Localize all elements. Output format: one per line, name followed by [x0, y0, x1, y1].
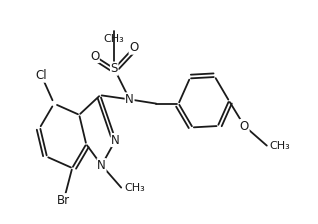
- Text: N: N: [97, 159, 106, 172]
- Text: N: N: [111, 134, 120, 146]
- Text: O: O: [240, 119, 249, 133]
- Text: S: S: [111, 62, 118, 75]
- Text: Br: Br: [57, 194, 70, 207]
- Text: Cl: Cl: [36, 69, 47, 82]
- Text: O: O: [90, 50, 99, 62]
- Text: CH₃: CH₃: [270, 141, 290, 151]
- Text: O: O: [129, 41, 138, 54]
- Text: N: N: [125, 93, 134, 106]
- Text: CH₃: CH₃: [124, 183, 145, 193]
- Text: CH₃: CH₃: [104, 34, 125, 44]
